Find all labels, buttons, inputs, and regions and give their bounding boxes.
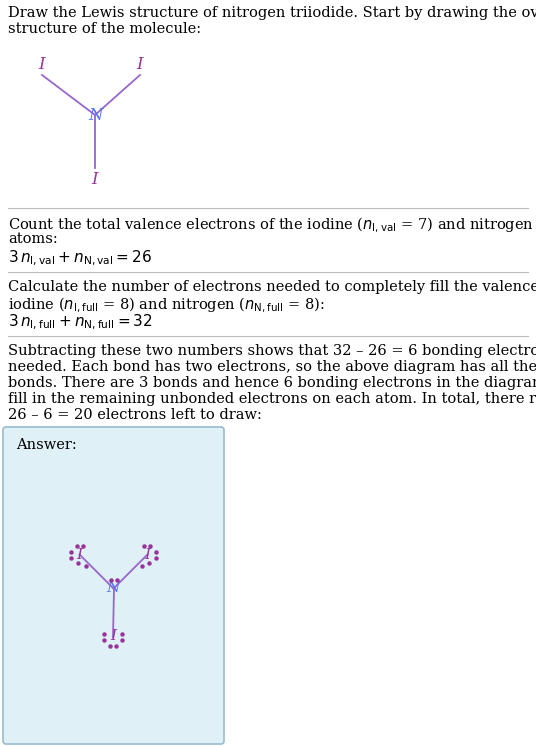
Text: iodine ($n_{\mathrm{I,full}}$ = 8) and nitrogen ($n_{\mathrm{N,full}}$ = 8):: iodine ($n_{\mathrm{I,full}}$ = 8) and n… [8, 296, 325, 316]
Text: N: N [107, 581, 120, 595]
Text: Draw the Lewis structure of nitrogen triiodide. Start by drawing the overall: Draw the Lewis structure of nitrogen tri… [8, 6, 536, 20]
Text: atoms:: atoms: [8, 232, 58, 246]
Text: I: I [92, 171, 98, 188]
Text: N: N [89, 107, 103, 124]
Text: I: I [144, 548, 151, 562]
Text: needed. Each bond has two electrons, so the above diagram has all the necessary: needed. Each bond has two electrons, so … [8, 360, 536, 374]
Text: Subtracting these two numbers shows that 32 – 26 = 6 bonding electrons are: Subtracting these two numbers shows that… [8, 344, 536, 358]
Text: Calculate the number of electrons needed to completely fill the valence shells f: Calculate the number of electrons needed… [8, 280, 536, 294]
Text: bonds. There are 3 bonds and hence 6 bonding electrons in the diagram. Lastly,: bonds. There are 3 bonds and hence 6 bon… [8, 376, 536, 390]
Text: I: I [39, 56, 46, 73]
Text: fill in the remaining unbonded electrons on each atom. In total, there remain: fill in the remaining unbonded electrons… [8, 392, 536, 406]
Text: structure of the molecule:: structure of the molecule: [8, 22, 201, 36]
Text: Count the total valence electrons of the iodine ($n_{\mathrm{I,val}}$ = 7) and n: Count the total valence electrons of the… [8, 216, 536, 235]
Text: I: I [137, 56, 143, 73]
Text: $3\,n_{\mathrm{I,val}} + n_{\mathrm{N,val}} = 26$: $3\,n_{\mathrm{I,val}} + n_{\mathrm{N,va… [8, 249, 152, 269]
Text: Answer:: Answer: [16, 438, 77, 452]
Text: I: I [77, 548, 83, 562]
FancyBboxPatch shape [3, 427, 224, 744]
Text: $3\,n_{\mathrm{I,full}} + n_{\mathrm{N,full}} = 32$: $3\,n_{\mathrm{I,full}} + n_{\mathrm{N,f… [8, 313, 153, 332]
Text: I: I [110, 630, 116, 644]
Text: 26 – 6 = 20 electrons left to draw:: 26 – 6 = 20 electrons left to draw: [8, 408, 262, 422]
